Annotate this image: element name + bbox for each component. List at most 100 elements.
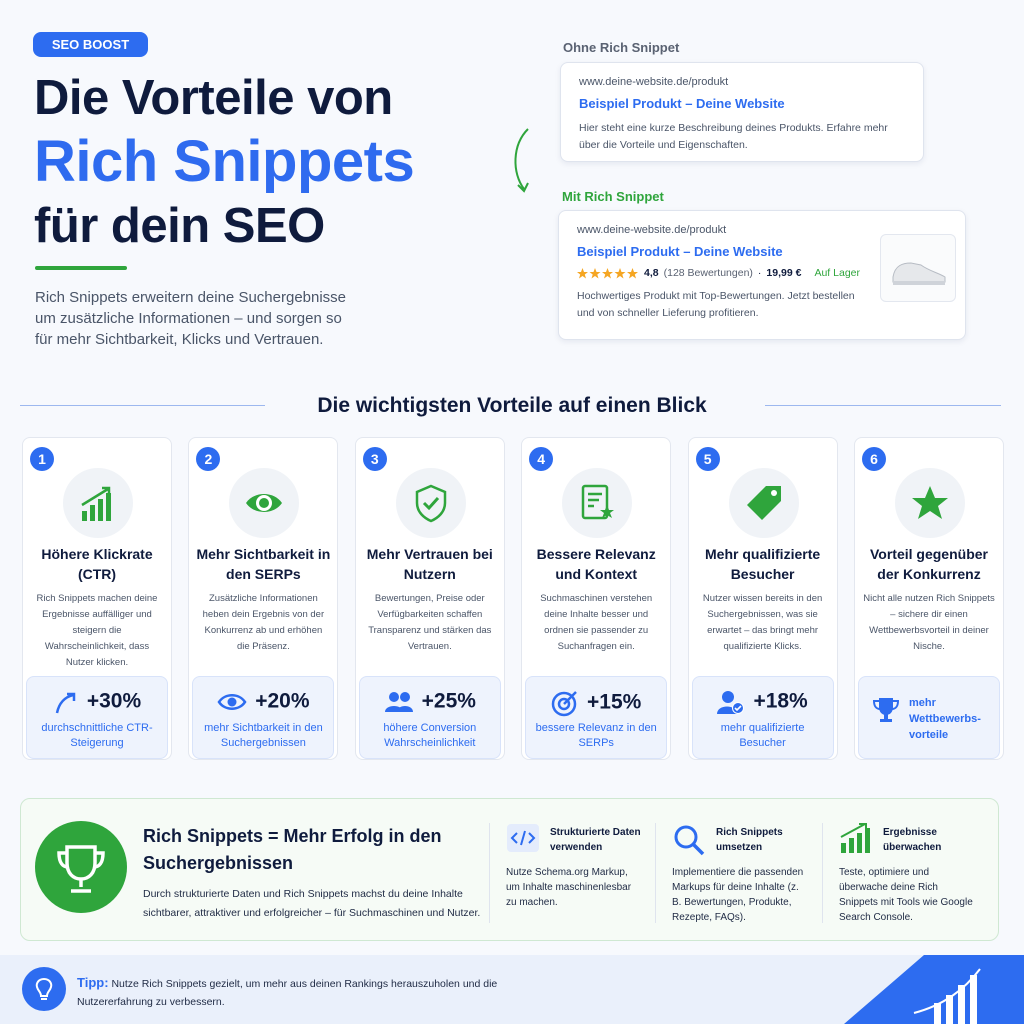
benefit-title: Mehr Sichtbarkeit in den SERPs: [196, 546, 331, 582]
stat-icon: [384, 692, 413, 712]
stat-label: bessere Relevanz in den SERPs: [535, 722, 657, 749]
benefit-text: Bewertungen, Preise oder Verfügbarkeiten…: [368, 593, 492, 652]
title-highlight: Rich Snippets: [34, 129, 415, 194]
tip-bar: Tipp: Nutze Rich Snippets gezielt, um me…: [0, 955, 1024, 1024]
benefit-card: 1 Höhere Klickrate (CTR) Rich Snippets mac…: [22, 437, 172, 760]
benefit-title: Höhere Klickrate (CTR): [41, 546, 153, 582]
step-text: Implementiere die passenden Markups für …: [672, 867, 804, 923]
reviews: (128 Bewertungen): [663, 267, 753, 279]
summary-text: Durch strukturierte Daten und Rich Snipp…: [143, 888, 481, 919]
accent-line: [35, 266, 127, 270]
benefit-icon: [895, 468, 965, 538]
stat-label: durchschnittliche CTR-Steigerung: [41, 722, 153, 749]
stat-box: +15% bessere Relevanz in den SERPs: [525, 676, 668, 759]
badge: SEO BOOST: [33, 32, 148, 57]
benefit-number: 5: [695, 447, 720, 471]
step: Rich Snippets umsetzen Implementiere die …: [655, 823, 815, 923]
section-title: Die wichtigsten Vorteile auf einen Blick: [317, 394, 707, 417]
divider: [765, 405, 1001, 406]
stat-label: mehr qualifizierte Besucher: [720, 722, 805, 749]
benefit-text: Suchmaschinen verstehen deine Inhalte be…: [540, 593, 653, 652]
bulb-icon: [22, 967, 66, 1011]
benefit-card: 5 Mehr qualifizierte Besucher Nutzer wisse…: [687, 437, 838, 760]
title-line: für dein SEO: [34, 199, 325, 253]
benefit-icon: [395, 468, 466, 538]
benefit-number: 6: [862, 447, 886, 471]
benefit-text: Rich Snippets machen deine Ergebnisse au…: [36, 593, 158, 668]
stat-value: +18%: [753, 689, 808, 713]
stat-value: +25%: [421, 689, 476, 713]
summary: Rich Snippets = Mehr Erfolg in den Suche…: [20, 798, 999, 941]
snippet-title: Beispiel Produkt – Deine Website: [579, 96, 785, 111]
stat-box: +25% höhere Conversion Wahrscheinlichkeit: [358, 676, 501, 759]
benefit-number: 3: [362, 447, 387, 471]
benefit-card: 2 Mehr Sichtbarkeit in den SERPs Zusätzlic…: [188, 437, 339, 760]
snippet-card: www.deine-website.de/produkt Beispiel Pr…: [560, 62, 924, 162]
step-icon: [839, 823, 873, 858]
separator: ·: [757, 267, 762, 279]
product-image: [880, 234, 956, 302]
benefit-text: Nutzer wissen bereits in den Suchergebni…: [702, 593, 823, 652]
snippet-description: Hochwertiges Produkt mit Top-Bewertungen…: [577, 290, 855, 319]
benefit-number: 4: [529, 447, 554, 471]
stat-value: +20%: [255, 689, 310, 713]
stat-row: +25%: [360, 689, 500, 715]
stat-icon: [872, 698, 900, 722]
benefit-icon: [63, 468, 133, 538]
stat-row: mehr Wettbewerbs-vorteile: [859, 695, 999, 743]
stat-row: +15%: [526, 689, 666, 717]
label: Ohne Rich Snippet: [563, 40, 680, 55]
snippet-card: www.deine-website.de/produkt Beispiel Pr…: [558, 210, 966, 340]
title-line: Die Vorteile von: [34, 71, 393, 125]
tip-text: Nutze Rich Snippets gezielt, um mehr aus…: [77, 978, 498, 1008]
stat-box: mehr Wettbewerbs-vorteile: [858, 676, 1000, 759]
stars: [577, 267, 638, 278]
step-title: Rich Snippets umsetzen: [716, 827, 783, 853]
divider: [20, 405, 265, 406]
tip-label: Tipp:: [77, 975, 109, 990]
benefit-text: Zusätzliche Informationen heben dein Erg…: [202, 593, 325, 652]
benefit-icon: [728, 468, 799, 538]
step-title: Strukturierte Daten verwenden: [550, 827, 641, 853]
benefit-card: 4 Bessere Relevanz und Kontext Suchmaschin…: [521, 437, 672, 760]
label: Mit Rich Snippet: [562, 189, 664, 204]
shoe: [892, 262, 946, 285]
benefit-number: 2: [196, 447, 221, 471]
stock: Auf Lager: [814, 267, 861, 279]
step-text: Teste, optimiere und überwache deine Ric…: [839, 867, 973, 923]
intro: Rich Snippets erweitern deine Suchergebn…: [35, 289, 347, 348]
benefit-title: Mehr Vertrauen bei Nutzern: [366, 546, 493, 582]
stat-label: mehr Wettbewerbs-vorteile: [909, 697, 981, 741]
stat-icon: [717, 691, 745, 714]
step-icon: [506, 823, 540, 858]
stat-value: +15%: [587, 690, 642, 714]
step-text: Nutze Schema.org Markup, um Inhalte masc…: [506, 867, 632, 908]
stat-box: +18% mehr qualifizierte Besucher: [691, 676, 834, 759]
stat-icon: [217, 694, 247, 710]
step: Ergebnisse überwachen Teste, optimiere un…: [822, 823, 982, 923]
arrow: [514, 128, 529, 193]
trophy-icon: [35, 821, 127, 913]
benefit-card: 3 Mehr Vertrauen bei Nutzern Bewertungen, …: [354, 437, 505, 760]
benefit-icon: [229, 468, 300, 538]
benefit-title: Vorteil gegenüber der Konkurrenz: [870, 546, 988, 582]
step-title: Ergebnisse überwachen: [883, 827, 942, 853]
benefit-icon: [562, 468, 633, 538]
stat-box: +20% mehr Sichtbarkeit in den Suchergebni…: [192, 676, 335, 759]
stat-icon: [551, 691, 577, 717]
summary-title: Rich Snippets = Mehr Erfolg in den Suche…: [143, 826, 442, 873]
benefit-title: Bessere Relevanz und Kontext: [536, 546, 656, 582]
rating: 4,8: [644, 267, 659, 279]
stat-row: +20%: [193, 689, 333, 715]
benefit-number: 1: [30, 447, 54, 471]
stat-row: +30%: [27, 689, 167, 715]
stat-label: mehr Sichtbarkeit in den Suchergebnissen: [204, 722, 323, 749]
tip: Tipp: Nutze Rich Snippets gezielt, um me…: [77, 974, 547, 1011]
step: Strukturierte Daten verwenden Nutze Schem…: [489, 823, 649, 923]
url: www.deine-website.de/produkt: [577, 224, 727, 236]
stat-row: +18%: [693, 689, 833, 715]
stat-icon: [55, 692, 76, 714]
snippet-title: Beispiel Produkt – Deine Website: [577, 244, 783, 259]
step-icon: [672, 823, 706, 862]
